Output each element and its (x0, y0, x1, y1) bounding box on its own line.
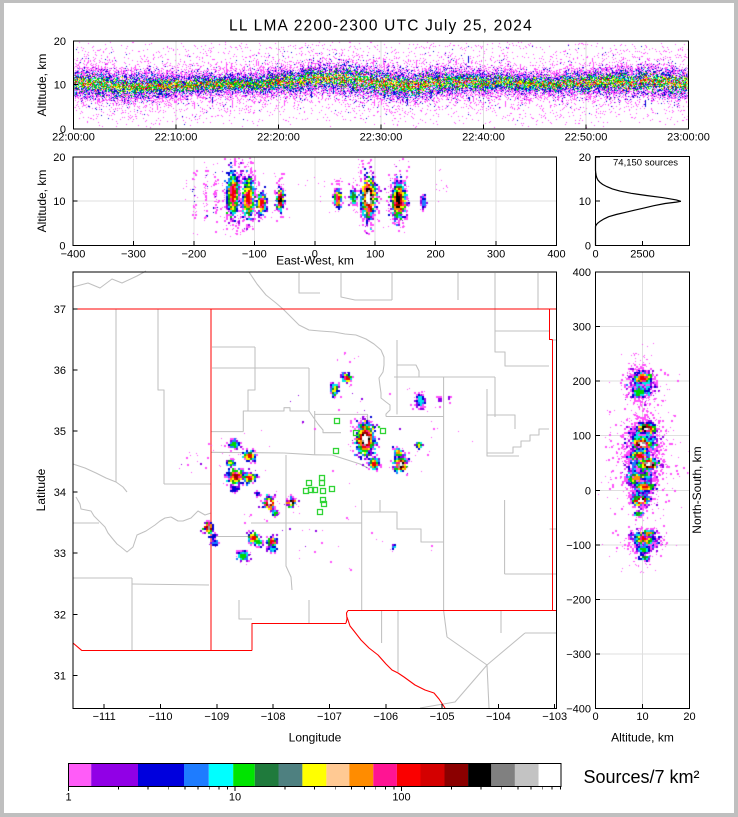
svg-text:0: 0 (592, 711, 598, 723)
svg-text:10: 10 (53, 196, 65, 208)
svg-text:−108: −108 (261, 711, 286, 723)
svg-text:0: 0 (59, 241, 65, 253)
svg-text:100: 100 (573, 431, 591, 443)
svg-text:31: 31 (54, 670, 66, 682)
svg-text:Altitude, km: Altitude, km (611, 731, 674, 745)
svg-text:−104: −104 (486, 711, 511, 723)
svg-text:100: 100 (366, 249, 384, 261)
svg-text:74,150 sources: 74,150 sources (613, 158, 678, 169)
svg-text:0: 0 (585, 485, 591, 497)
svg-text:−103: −103 (542, 711, 567, 723)
svg-text:−110: −110 (149, 711, 173, 723)
svg-text:22:40:00: 22:40:00 (462, 132, 505, 144)
svg-text:36: 36 (54, 365, 66, 377)
svg-text:LL LMA 2200-2300 UTC July 25,: LL LMA 2200-2300 UTC July 25, 2024 (229, 18, 533, 35)
svg-text:North-South, km: North-South, km (690, 446, 704, 533)
svg-text:33: 33 (54, 548, 66, 560)
svg-text:400: 400 (547, 249, 565, 261)
svg-text:Sources/7 km²: Sources/7 km² (584, 767, 700, 787)
svg-text:32: 32 (54, 609, 66, 621)
svg-text:−400: −400 (566, 704, 591, 716)
svg-text:10: 10 (229, 792, 241, 804)
svg-text:−300: −300 (121, 249, 146, 261)
svg-text:−400: −400 (61, 249, 86, 261)
svg-text:Longitude: Longitude (289, 731, 342, 745)
svg-text:−100: −100 (566, 540, 591, 552)
svg-text:22:10:00: 22:10:00 (155, 132, 198, 144)
svg-text:−105: −105 (430, 711, 455, 723)
svg-text:East-West, km: East-West, km (276, 254, 354, 268)
svg-text:20: 20 (579, 152, 591, 164)
svg-text:−111: −111 (93, 711, 116, 723)
svg-text:−107: −107 (317, 711, 342, 723)
svg-text:10: 10 (54, 80, 66, 92)
svg-text:100: 100 (392, 792, 410, 804)
svg-text:20: 20 (54, 36, 66, 48)
svg-text:10: 10 (636, 711, 648, 723)
svg-text:−200: −200 (566, 594, 591, 606)
svg-text:10: 10 (579, 196, 591, 208)
svg-text:400: 400 (573, 267, 591, 279)
svg-text:1: 1 (65, 792, 71, 804)
svg-text:23:00:00: 23:00:00 (667, 132, 710, 144)
svg-text:300: 300 (573, 322, 591, 334)
svg-text:20: 20 (683, 711, 695, 723)
svg-text:2500: 2500 (630, 249, 654, 261)
svg-text:0: 0 (592, 249, 598, 261)
svg-text:22:50:00: 22:50:00 (565, 132, 608, 144)
svg-text:0: 0 (585, 241, 591, 253)
svg-text:35: 35 (54, 426, 66, 438)
svg-text:22:00:00: 22:00:00 (52, 132, 95, 144)
svg-text:200: 200 (573, 376, 591, 388)
svg-text:−106: −106 (373, 711, 398, 723)
svg-text:−100: −100 (242, 249, 267, 261)
svg-text:−109: −109 (204, 711, 229, 723)
svg-text:−300: −300 (566, 649, 591, 661)
svg-text:Altitude, km: Altitude, km (35, 170, 49, 233)
svg-text:34: 34 (54, 487, 66, 499)
svg-text:22:30:00: 22:30:00 (360, 132, 403, 144)
svg-text:37: 37 (54, 304, 66, 316)
svg-text:0: 0 (60, 124, 66, 136)
svg-text:200: 200 (426, 249, 444, 261)
svg-text:300: 300 (487, 249, 505, 261)
svg-text:22:20:00: 22:20:00 (257, 132, 300, 144)
svg-text:Altitude, km: Altitude, km (35, 54, 49, 117)
svg-text:0: 0 (312, 249, 318, 261)
svg-text:−200: −200 (181, 249, 206, 261)
svg-text:20: 20 (53, 152, 65, 164)
svg-text:Latitude: Latitude (34, 468, 48, 511)
